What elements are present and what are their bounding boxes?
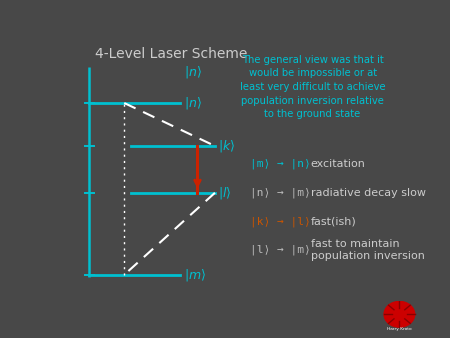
Text: fast to maintain
population inversion: fast to maintain population inversion <box>311 239 425 261</box>
Text: $|n\rangle$: $|n\rangle$ <box>184 64 202 80</box>
Text: $|m\rangle$: $|m\rangle$ <box>184 267 206 283</box>
Text: |m⟩ → |n⟩: |m⟩ → |n⟩ <box>250 159 310 169</box>
Text: $|k\rangle$: $|k\rangle$ <box>218 138 236 154</box>
Text: 4-Level Laser Scheme: 4-Level Laser Scheme <box>95 47 248 61</box>
Text: excitation: excitation <box>311 159 366 169</box>
Text: |n⟩ → |m⟩: |n⟩ → |m⟩ <box>250 188 310 198</box>
Text: |k⟩ → |l⟩: |k⟩ → |l⟩ <box>250 216 310 227</box>
Circle shape <box>384 301 415 327</box>
Text: radiative decay slow: radiative decay slow <box>311 188 426 198</box>
Text: $|n\rangle$: $|n\rangle$ <box>184 95 202 111</box>
Text: The general view was that it
would be impossible or at
least very difficult to a: The general view was that it would be im… <box>240 55 385 119</box>
Text: $|l\rangle$: $|l\rangle$ <box>218 185 232 201</box>
Text: fast(ish): fast(ish) <box>311 216 356 226</box>
Text: |l⟩ → |m⟩: |l⟩ → |m⟩ <box>250 245 310 255</box>
Text: Harry Kroto: Harry Kroto <box>387 327 412 331</box>
